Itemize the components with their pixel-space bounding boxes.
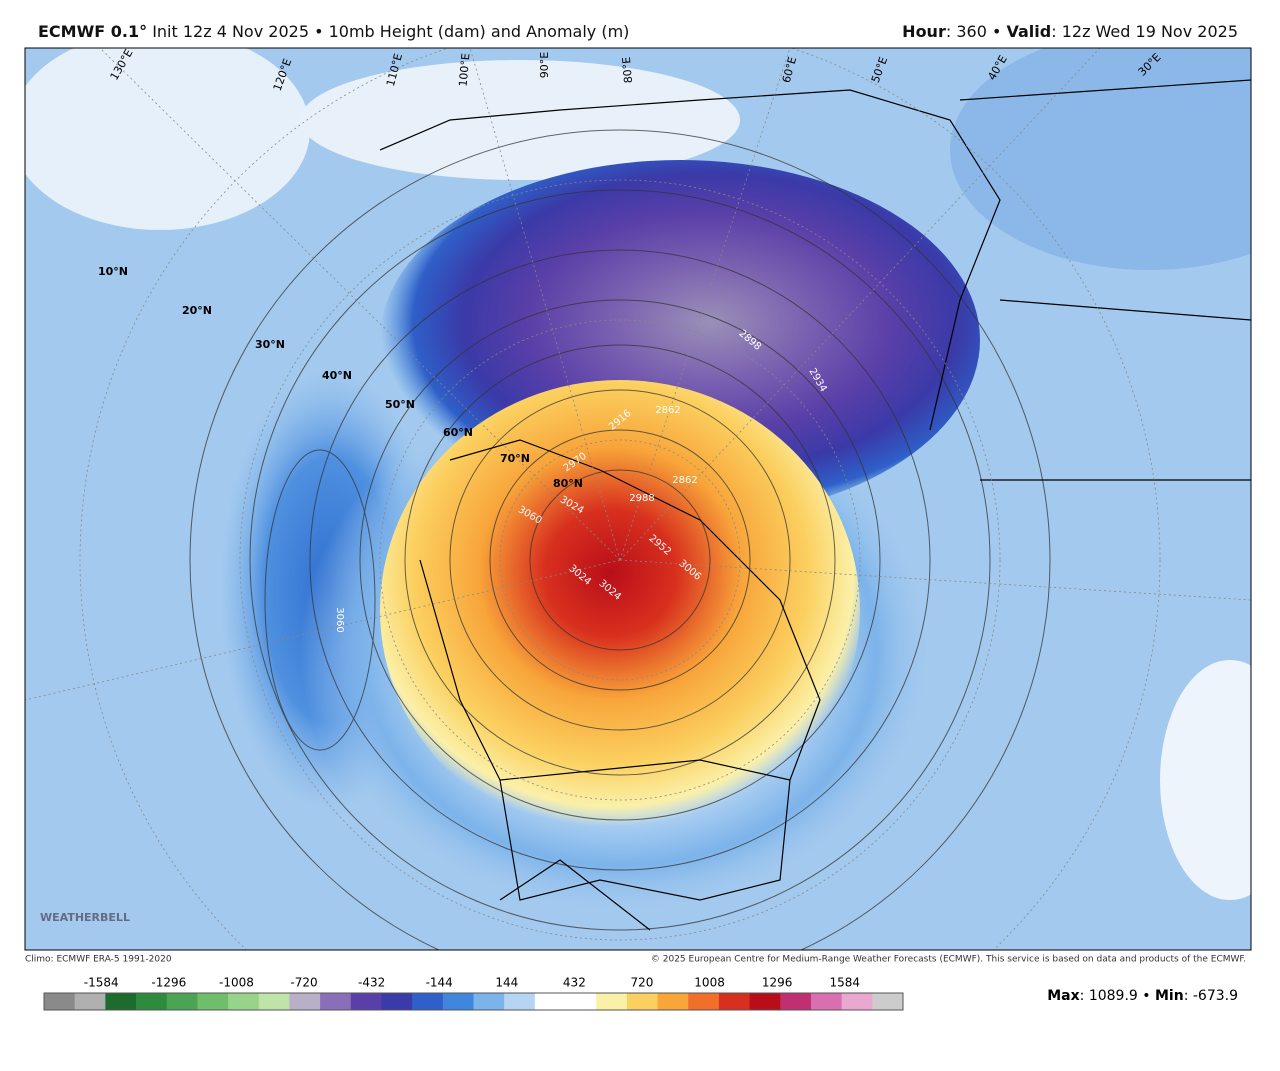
valid-label: Valid — [1006, 22, 1052, 41]
colorbar-segment — [872, 993, 904, 1010]
header-right: Hour: 360 • Valid: 12z Wed 19 Nov 2025 — [902, 22, 1238, 41]
min: -673.9 — [1193, 988, 1238, 1004]
longitude-label: 90°E — [538, 52, 551, 78]
colorbar-tick-label: -144 — [426, 976, 453, 990]
map-frame — [24, 47, 1252, 951]
colorbar-segment — [596, 993, 628, 1010]
model: ECMWF 0.1° — [38, 22, 148, 41]
latitude-label: 40°N — [322, 369, 352, 382]
colorbar-segment — [442, 993, 474, 1010]
colorbar-segment — [688, 993, 720, 1010]
colorbar-tick-label: 144 — [495, 976, 518, 990]
colorbar-tick-label: 1296 — [762, 976, 793, 990]
hour: 360 — [956, 22, 987, 41]
colorbar-tick-label: -1584 — [84, 976, 119, 990]
contour-label: 2988 — [629, 493, 654, 504]
separator: • — [1138, 988, 1155, 1004]
colorbar-segment — [105, 993, 137, 1010]
colorbar-segment — [565, 993, 597, 1010]
copyright: © 2025 European Centre for Medium-Range … — [651, 955, 1246, 965]
colorbar-segment — [412, 993, 444, 1010]
colorbar-segment — [166, 993, 198, 1010]
map-field — [25, 48, 1251, 950]
colorbar-segment — [289, 993, 321, 1010]
colorbar-segment — [504, 993, 536, 1010]
logo: WEATHERBELL — [40, 911, 130, 924]
colorbar-segment — [44, 993, 76, 1010]
colorbar-tick-label: -720 — [290, 976, 317, 990]
latitude-label: 80°N — [553, 477, 583, 490]
min-label: Min — [1155, 988, 1184, 1004]
colorbar-segment — [810, 993, 843, 1010]
latitude-label: 70°N — [500, 452, 530, 465]
max-label: Max — [1047, 988, 1079, 1004]
climo: Climo: ECMWF ERA-5 1991-2020 — [25, 955, 172, 965]
colorbar-tick-label: -1008 — [219, 976, 254, 990]
contour-label: 2862 — [655, 405, 680, 416]
colorbar-segment — [350, 993, 382, 1010]
colorbar-segment — [473, 993, 505, 1010]
valid: 12z Wed 19 Nov 2025 — [1061, 22, 1238, 41]
contour-label: 3060 — [334, 607, 345, 632]
colorbar-segment — [381, 993, 413, 1010]
latitude-label: 10°N — [98, 265, 128, 278]
max: 1089.9 — [1089, 988, 1138, 1004]
colorbar-tick-label: 432 — [563, 976, 586, 990]
longitude-label: 80°E — [620, 56, 635, 84]
colorbar-frame — [43, 992, 904, 1011]
colorbar-tick-label: 720 — [631, 976, 654, 990]
description: Init 12z 4 Nov 2025 • 10mb Height (dam) … — [152, 22, 630, 41]
latitude-label: 50°N — [385, 398, 415, 411]
colorbar-tick-label: 1584 — [829, 976, 860, 990]
separator: : — [1184, 988, 1193, 1004]
colorbar-segment — [228, 993, 260, 1010]
separator: : — [1080, 988, 1089, 1004]
colorbar-segment — [197, 993, 229, 1010]
colorbar-segment — [780, 993, 812, 1010]
colorbar-segment — [841, 993, 873, 1010]
longitude-label: 100°E — [457, 53, 473, 88]
colorbar-segment — [626, 993, 659, 1010]
colorbar-segment — [320, 993, 352, 1010]
colorbar-segment — [657, 993, 689, 1010]
colorbar-segment — [534, 993, 567, 1010]
colorbar-segment — [136, 993, 168, 1010]
max-min: Max: 1089.9 • Min: -673.9 — [1047, 988, 1238, 1004]
colorbar-segment — [74, 993, 106, 1010]
latitude-label: 20°N — [182, 304, 212, 317]
colorbar-tick-label: -432 — [358, 976, 385, 990]
latitude-label: 60°N — [443, 426, 473, 439]
header-left: ECMWF 0.1° Init 12z 4 Nov 2025 • 10mb He… — [38, 22, 629, 41]
latitude-label: 30°N — [255, 338, 285, 351]
hour-label: Hour — [902, 22, 946, 41]
contour-label: 2862 — [672, 475, 697, 486]
colorbar-segment — [718, 993, 751, 1010]
colorbar-segment — [749, 993, 781, 1010]
colorbar-tick-label: -1296 — [151, 976, 186, 990]
colorbar-tick-label: 1008 — [694, 976, 725, 990]
colorbar-segment — [258, 993, 290, 1010]
